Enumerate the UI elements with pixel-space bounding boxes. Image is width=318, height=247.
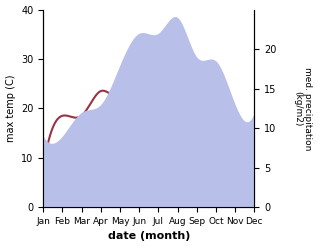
- Y-axis label: max temp (C): max temp (C): [5, 75, 16, 142]
- Y-axis label: med. precipitation
(kg/m2): med. precipitation (kg/m2): [293, 67, 313, 150]
- X-axis label: date (month): date (month): [107, 231, 190, 242]
